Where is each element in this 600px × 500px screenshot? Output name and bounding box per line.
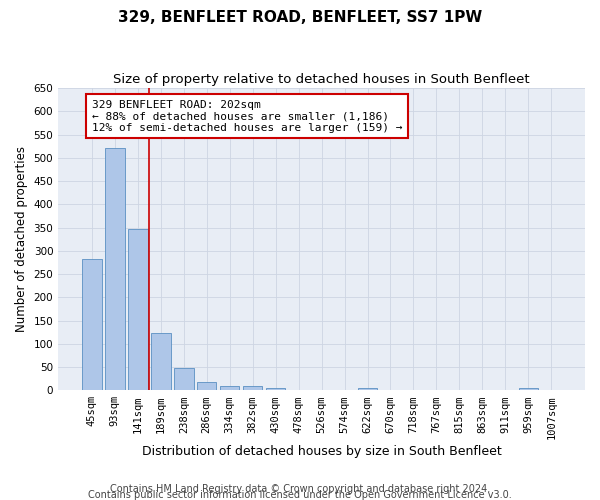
Bar — [82, 258, 101, 390]
Bar — [151, 333, 170, 390]
Text: Contains HM Land Registry data © Crown copyright and database right 2024.: Contains HM Land Registry data © Crown c… — [110, 484, 490, 494]
Bar — [220, 386, 239, 390]
Text: 329 BENFLEET ROAD: 202sqm
← 88% of detached houses are smaller (1,186)
12% of se: 329 BENFLEET ROAD: 202sqm ← 88% of detac… — [92, 100, 403, 133]
Title: Size of property relative to detached houses in South Benfleet: Size of property relative to detached ho… — [113, 72, 530, 86]
Y-axis label: Number of detached properties: Number of detached properties — [15, 146, 28, 332]
X-axis label: Distribution of detached houses by size in South Benfleet: Distribution of detached houses by size … — [142, 444, 502, 458]
Bar — [243, 386, 262, 390]
Bar — [128, 229, 148, 390]
Bar — [518, 388, 538, 390]
Bar — [174, 368, 194, 390]
Bar — [358, 388, 377, 390]
Bar — [105, 148, 125, 390]
Bar — [197, 382, 217, 390]
Text: Contains public sector information licensed under the Open Government Licence v3: Contains public sector information licen… — [88, 490, 512, 500]
Text: 329, BENFLEET ROAD, BENFLEET, SS7 1PW: 329, BENFLEET ROAD, BENFLEET, SS7 1PW — [118, 10, 482, 25]
Bar — [266, 388, 286, 390]
